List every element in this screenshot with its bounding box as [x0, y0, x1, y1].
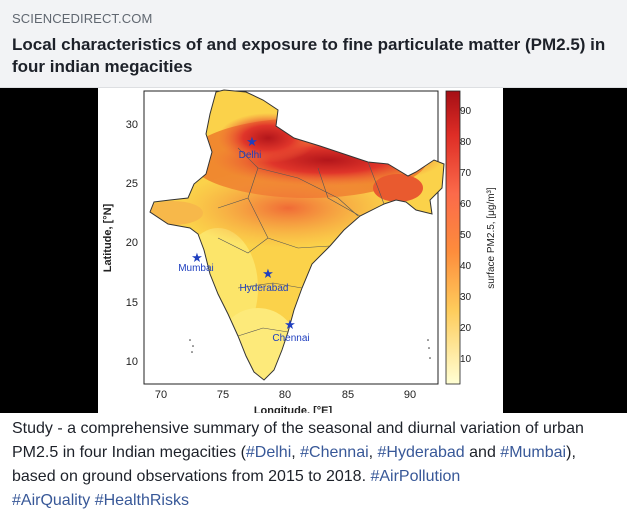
islands [189, 339, 431, 359]
x-tick-label: 80 [279, 389, 291, 401]
post-text-part: , [291, 444, 301, 461]
city-marker-mumbai: ★ [191, 250, 203, 265]
pm25-map: 70 75 80 85 90 Longitude, [°E] 30 25 20 … [102, 89, 497, 413]
x-tick-label: 90 [404, 389, 416, 401]
city-label-hyderabad: Hyderabad [240, 283, 289, 294]
y-tick-label: 20 [126, 237, 138, 249]
colorbar-tick: 30 [460, 292, 472, 303]
colorbar-label: surface PM2.5, [μg/m³] [486, 187, 497, 289]
city-marker-hyderabad: ★ [262, 266, 274, 281]
link-preview-card[interactable]: SCIENCEDIRECT.COM Local characteristics … [0, 0, 627, 88]
city-label-mumbai: Mumbai [178, 263, 214, 274]
colorbar-tick: 80 [460, 137, 472, 148]
colorbar-tick: 10 [460, 354, 472, 365]
x-tick-label: 75 [217, 389, 229, 401]
state-borders [217, 147, 385, 337]
hashtag-chennai[interactable]: #Chennai [300, 444, 369, 461]
hashtag-hyderabad[interactable]: #Hyderabad [377, 444, 465, 461]
post-text-part: ), based on ground observations from 201… [12, 444, 576, 485]
y-axis-label: Latitude, [°N] [102, 203, 114, 272]
figure-image[interactable]: 70 75 80 85 90 Longitude, [°E] 30 25 20 … [0, 88, 627, 413]
city-label-delhi: Delhi [239, 150, 262, 161]
colorbar [445, 90, 461, 385]
post-text: Study - a comprehensive summary of the s… [12, 417, 616, 513]
hashtag-airquality[interactable]: #AirQuality [12, 492, 91, 509]
y-tick-label: 30 [126, 119, 138, 131]
y-tick-label: 10 [126, 356, 138, 368]
colorbar-tick: 70 [460, 168, 472, 179]
city-label-chennai: Chennai [272, 333, 309, 344]
city-marker-chennai: ★ [284, 317, 296, 332]
y-tick-label: 25 [126, 178, 138, 190]
hashtag-healthrisks[interactable]: #HealthRisks [94, 492, 189, 509]
colorbar-ticks: 90 80 70 60 50 40 30 20 10 [460, 106, 472, 365]
y-ticks: 30 25 20 15 10 [126, 119, 138, 368]
hashtag-airpollution[interactable]: #AirPollution [370, 468, 461, 485]
x-tick-label: 70 [155, 389, 167, 401]
link-source: SCIENCEDIRECT.COM [12, 11, 153, 26]
city-marker-delhi: ★ [246, 134, 258, 149]
map-figure: 70 75 80 85 90 Longitude, [°E] 30 25 20 … [98, 88, 503, 413]
colorbar-tick: 50 [460, 230, 472, 241]
x-tick-label: 85 [342, 389, 354, 401]
colorbar-tick: 90 [460, 106, 472, 117]
x-axis-label: Longitude, [°E] [254, 405, 333, 413]
colorbar-tick: 60 [460, 199, 472, 210]
link-title[interactable]: Local characteristics of and exposure to… [12, 35, 606, 76]
post-text-part: and [464, 444, 501, 461]
colorbar-tick: 20 [460, 323, 472, 334]
hashtag-mumbai[interactable]: #Mumbai [500, 444, 567, 461]
colorbar-tick: 40 [460, 261, 472, 272]
india-outline [149, 89, 445, 381]
x-ticks: 70 75 80 85 90 [155, 389, 416, 401]
post-text-part: , [368, 444, 378, 461]
hashtag-delhi[interactable]: #Delhi [245, 444, 292, 461]
y-tick-label: 15 [126, 297, 138, 309]
post-text-part: Study - a comprehensive summary of the s… [12, 420, 584, 461]
city-markers: ★ Delhi ★ Mumbai ★ Hyderabad ★ Chennai [178, 134, 309, 344]
